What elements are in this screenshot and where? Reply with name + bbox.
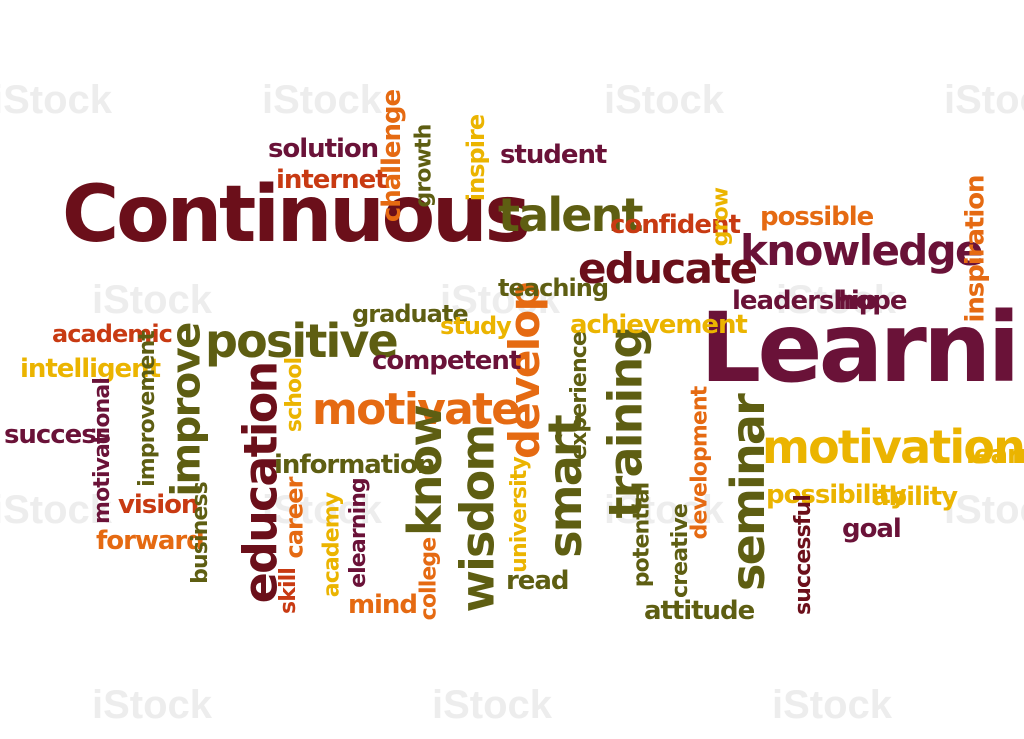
watermark: iStock xyxy=(92,683,213,727)
word-learning: Learning xyxy=(700,292,1024,404)
word-intelligent: intelligent xyxy=(20,354,161,384)
word-graduate: graduate xyxy=(352,300,469,328)
watermark: iStock xyxy=(440,278,561,322)
word-successful: successful xyxy=(790,495,816,615)
word-improve: improve xyxy=(163,323,210,497)
watermark: iStock xyxy=(604,488,725,532)
word-teaching: teaching xyxy=(498,274,609,302)
word-potential: potential xyxy=(629,482,655,588)
watermark: iStock xyxy=(944,488,1024,532)
word-academic: academic xyxy=(52,320,173,348)
word-motivation: motivation xyxy=(762,420,1024,474)
word-ability: ability xyxy=(872,482,958,512)
word-inspiration: inspiration xyxy=(960,175,991,323)
word-growth: growth xyxy=(411,124,437,208)
watermark: iStock xyxy=(604,78,725,122)
word-motivate: motivate xyxy=(312,384,521,435)
watermark: iStock xyxy=(0,78,113,122)
word-academy: academy xyxy=(319,492,345,598)
word-improvement: improvement xyxy=(134,331,160,487)
word-challenge: challenge xyxy=(377,89,408,223)
word-forward: forward xyxy=(96,526,205,556)
watermark: iStock xyxy=(0,488,113,532)
watermark: iStock xyxy=(944,78,1024,122)
watermark: iStock xyxy=(92,278,213,322)
word-vision: vision xyxy=(118,490,199,520)
word-attitude: attitude xyxy=(644,596,755,626)
word-continuous: Continuous xyxy=(62,170,531,260)
word-confident: confident xyxy=(610,210,741,240)
word-learn: learn xyxy=(966,440,1024,470)
word-motivational: motivational xyxy=(89,378,115,524)
word-creative: creative xyxy=(667,504,693,598)
word-information: information xyxy=(274,450,435,480)
watermark: iStock xyxy=(772,683,893,727)
word-business: business xyxy=(187,482,213,584)
watermark: iStock xyxy=(262,488,383,532)
word-study: study xyxy=(440,312,512,340)
word-competent: competent xyxy=(372,346,521,376)
word-hope: hope xyxy=(838,286,908,316)
word-career: career xyxy=(280,477,309,559)
word-student: student xyxy=(500,140,607,170)
word-educate: educate xyxy=(578,244,758,293)
watermark: iStock xyxy=(262,78,383,122)
word-elearning: elearning xyxy=(345,478,371,588)
word-seminar: seminar xyxy=(720,395,775,591)
word-possible: possible xyxy=(760,202,874,232)
watermark: iStock xyxy=(432,683,553,727)
word-positive: positive xyxy=(205,314,399,368)
word-leadership: leadership xyxy=(732,286,877,316)
word-wisdom: wisdom xyxy=(450,425,505,613)
word-internet: internet xyxy=(276,165,388,195)
word-skill: skill xyxy=(275,568,301,614)
watermark: iStock xyxy=(776,278,897,322)
word-college: college xyxy=(416,537,442,621)
word-mind: mind xyxy=(348,590,418,620)
word-knowledge: knowledge xyxy=(740,226,984,275)
word-possibility: possibility xyxy=(766,480,907,510)
word-goal: goal xyxy=(842,514,902,544)
word-solution: solution xyxy=(268,134,379,164)
word-inspire: inspire xyxy=(462,114,491,202)
word-success: success xyxy=(4,420,111,450)
word-university: university xyxy=(506,457,532,573)
word-grow: grow xyxy=(708,187,734,247)
word-school: school xyxy=(282,357,308,433)
word-experience: experience xyxy=(566,332,592,460)
word-achievement: achievement xyxy=(570,310,748,340)
word-talent: talent xyxy=(498,188,644,242)
word-read: read xyxy=(506,566,570,596)
